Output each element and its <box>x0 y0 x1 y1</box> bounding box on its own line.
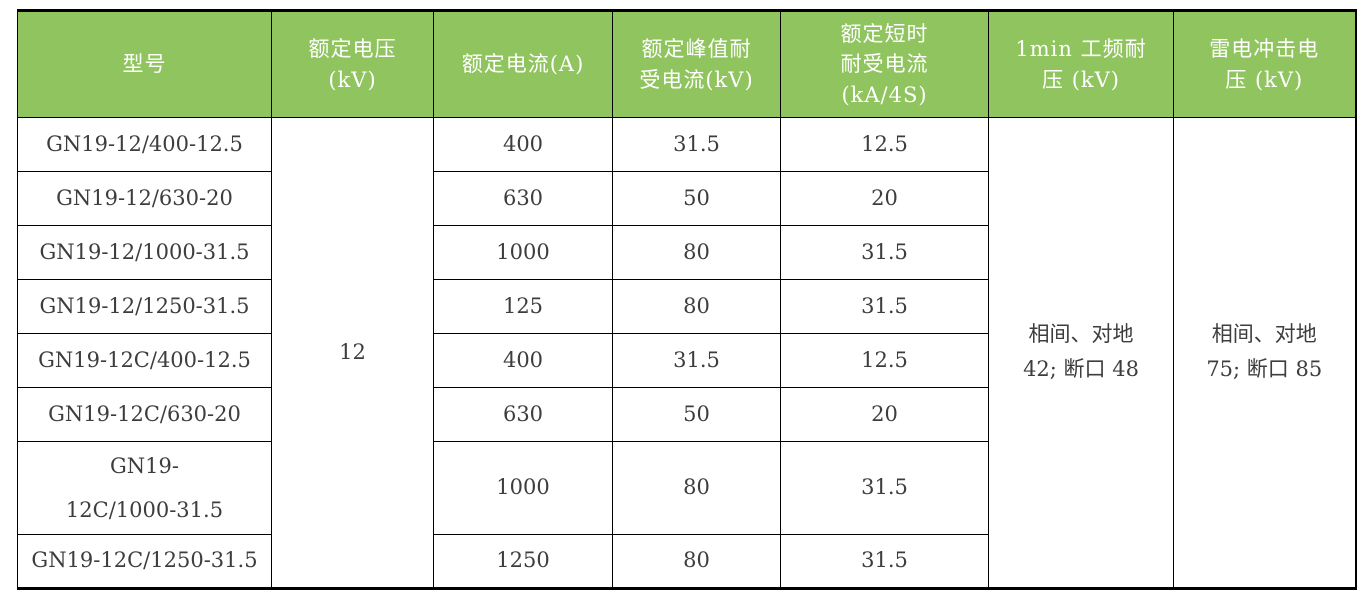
short-time-withstand-cell: 31.5 <box>780 225 989 280</box>
short-time-withstand-cell: 20 <box>780 387 989 442</box>
short-time-withstand-cell: 31.5 <box>780 279 989 334</box>
switch-spec-table: 型号 额定电压 (kV) 额定电流(A) 额定峰值耐 受电流(kV) 额定短时 … <box>17 9 1357 590</box>
model-cell: GN19-12/400-12.5 <box>17 117 272 172</box>
column-header-power-frequency-withstand: 1min 工频耐 压 (kV) <box>988 10 1174 118</box>
table-header: 型号 额定电压 (kV) 额定电流(A) 额定峰值耐 受电流(kV) 额定短时 … <box>17 10 1356 118</box>
model-cell: GN19-12/1000-31.5 <box>17 225 272 280</box>
column-header-peak-withstand-current: 额定峰值耐 受电流(kV) <box>612 10 781 118</box>
table-row: GN19-12/1000-31.5 1000 80 31.5 <box>17 225 1356 280</box>
rated-current-cell: 1250 <box>433 534 613 590</box>
column-header-model: 型号 <box>17 10 272 118</box>
rated-current-cell: 1000 <box>433 225 613 280</box>
model-cell: GN19-12C/630-20 <box>17 387 272 442</box>
peak-withstand-cell: 80 <box>612 279 781 334</box>
table-row: GN19- 12C/1000-31.5 1000 80 31.5 <box>17 440 1356 536</box>
model-cell: GN19-12/1250-31.5 <box>17 279 272 334</box>
short-time-withstand-cell: 31.5 <box>780 534 989 590</box>
short-time-withstand-cell: 31.5 <box>780 440 989 536</box>
column-header-short-time-withstand-current: 额定短时 耐受电流 (kA/4S) <box>780 10 989 118</box>
rated-current-cell: 125 <box>433 279 613 334</box>
short-time-withstand-cell: 12.5 <box>780 333 989 388</box>
header-row: 型号 额定电压 (kV) 额定电流(A) 额定峰值耐 受电流(kV) 额定短时 … <box>17 10 1356 118</box>
model-cell: GN19-12/630-20 <box>17 171 272 226</box>
model-cell: GN19-12C/400-12.5 <box>17 333 272 388</box>
peak-withstand-cell: 80 <box>612 534 781 590</box>
table-body: GN19-12/400-12.5 12 400 31.5 12.5 相间、对地 … <box>17 116 1356 590</box>
power-frequency-merged-cell: 相间、对地 42; 断口 48 <box>988 116 1174 590</box>
short-time-withstand-cell: 12.5 <box>780 117 989 172</box>
peak-withstand-cell: 80 <box>612 225 781 280</box>
model-cell: GN19- 12C/1000-31.5 <box>17 440 272 536</box>
peak-withstand-cell: 80 <box>612 440 781 536</box>
rated-voltage-merged-cell: 12 <box>271 116 434 590</box>
short-time-withstand-cell: 20 <box>780 171 989 226</box>
model-cell: GN19-12C/1250-31.5 <box>17 534 272 590</box>
lightning-impulse-merged-cell: 相间、对地 75; 断口 85 <box>1173 116 1356 590</box>
table-row: GN19-12/400-12.5 12 400 31.5 12.5 相间、对地 … <box>17 116 1356 590</box>
table-row: GN19-12C/1250-31.5 1250 80 31.5 <box>17 534 1356 590</box>
table-row: GN19-12C/630-20 630 50 20 <box>17 387 1356 442</box>
column-header-rated-voltage: 额定电压 (kV) <box>271 10 434 118</box>
table-row: GN19-12/630-20 630 50 20 <box>17 171 1356 226</box>
column-header-rated-current: 额定电流(A) <box>433 10 613 118</box>
rated-current-cell: 630 <box>433 387 613 442</box>
rated-current-cell: 630 <box>433 171 613 226</box>
column-header-lightning-impulse: 雷电冲击电 压 (kV) <box>1173 10 1356 118</box>
peak-withstand-cell: 50 <box>612 387 781 442</box>
rated-current-cell: 1000 <box>433 440 613 536</box>
peak-withstand-cell: 31.5 <box>612 333 781 388</box>
peak-withstand-cell: 50 <box>612 171 781 226</box>
peak-withstand-cell: 31.5 <box>612 117 781 172</box>
table-row: GN19-12/1250-31.5 125 80 31.5 <box>17 279 1356 334</box>
rated-current-cell: 400 <box>433 117 613 172</box>
rated-current-cell: 400 <box>433 333 613 388</box>
